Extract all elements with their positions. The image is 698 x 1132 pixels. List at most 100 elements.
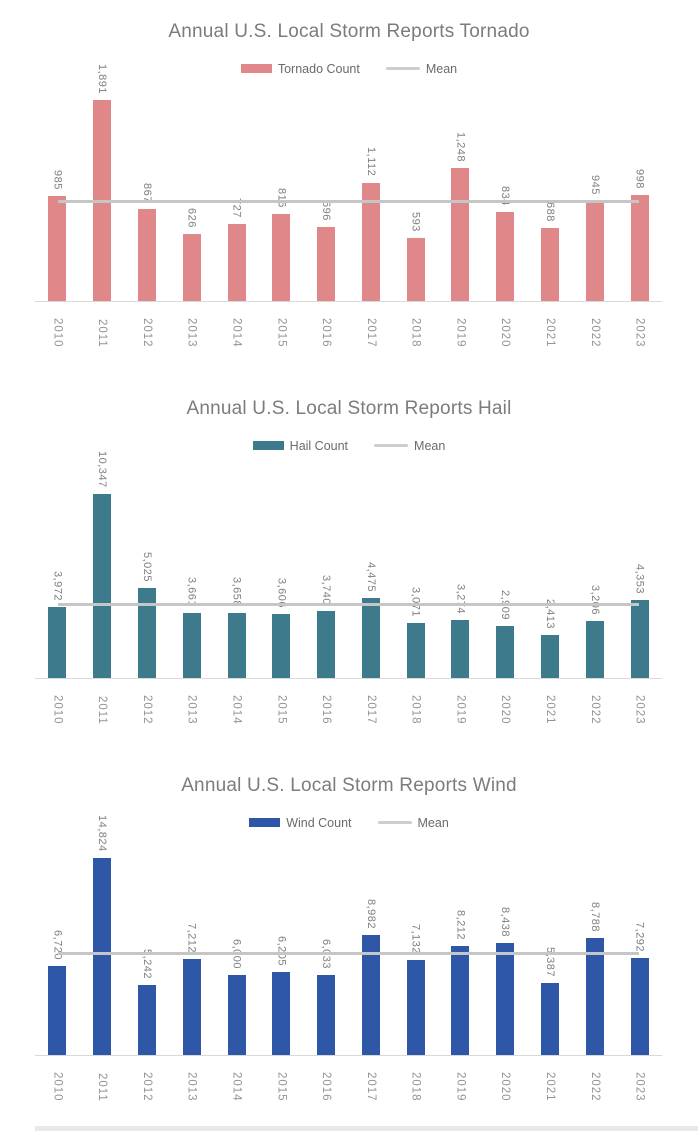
bar-slot-2015: 816 [259, 77, 304, 301]
bar-slot-2014: 3,658 [214, 454, 259, 678]
bar-value-label: 14,824 [96, 815, 109, 852]
bar-slot-2016: 696 [304, 77, 349, 301]
bar-value-label: 6,205 [275, 936, 287, 966]
bar [540, 635, 559, 678]
bar-value-label: 3,972 [51, 571, 64, 602]
x-axis-label: 2014 [230, 318, 243, 348]
bar [182, 959, 201, 1055]
wind-legend-series-item: Wind Count [249, 815, 352, 830]
wind-series-label: Wind Count [286, 815, 352, 830]
bar-value-label: 1,891 [96, 63, 109, 94]
bar-value-label: 3,740 [320, 575, 333, 606]
x-axis-label: 2022 [588, 318, 601, 348]
bar [137, 985, 156, 1055]
x-axis-label: 2018 [409, 1072, 422, 1102]
mean-line-swatch [377, 820, 412, 825]
bar-value-label: 3,661 [185, 576, 198, 607]
bar-slot-2017: 8,982 [348, 831, 393, 1055]
tornado-legend-series-item: Tornado Count [240, 61, 360, 76]
bar-value-label: 1,112 [364, 147, 377, 177]
tornado-legend-mean-item: Mean [385, 61, 458, 76]
tornado-series-label: Tornado Count [277, 61, 360, 76]
bar-slot-2018: 7,132 [393, 831, 438, 1055]
bar-value-label: 5,242 [140, 949, 153, 980]
bar-slot-2011: 1,891 [80, 64, 125, 301]
bar [585, 620, 604, 678]
bar-value-label: 5,025 [140, 552, 153, 583]
bar-slot-2019: 3,274 [438, 454, 483, 678]
bar-slot-2014: 6,000 [214, 831, 259, 1055]
bar [272, 214, 291, 301]
bar-slot-2023: 4,353 [617, 454, 662, 678]
bar-slot-2022: 945 [572, 77, 617, 301]
bar [496, 212, 515, 301]
hail-series-label: Hail Count [289, 438, 349, 453]
bar-slot-2015: 6,205 [259, 831, 304, 1055]
bar-slot-2010: 985 [35, 77, 80, 301]
x-axis-label: 2015 [275, 318, 288, 348]
x-axis-label: 2019 [454, 695, 467, 725]
wind-chart-title: Annual U.S. Local Storm Reports Wind [181, 775, 517, 796]
bar [630, 957, 649, 1055]
bar [496, 626, 515, 678]
x-axis-label: 2011 [96, 695, 109, 725]
bar [272, 972, 291, 1055]
bar [48, 196, 67, 301]
x-axis-label: 2013 [185, 695, 198, 725]
bar-slot-2013: 7,212 [169, 831, 214, 1055]
bar-slot-2013: 626 [169, 77, 214, 301]
bar-slot-2018: 593 [393, 77, 438, 301]
bar-value-label: 8,212 [454, 909, 467, 940]
x-axis-label: 2010 [51, 318, 64, 348]
bar-slot-2023: 7,292 [617, 831, 662, 1055]
bar [182, 612, 201, 678]
bar [227, 223, 246, 301]
x-axis-label: 2020 [499, 695, 512, 725]
bar [93, 493, 112, 678]
bar-value-label: 3,274 [454, 583, 467, 614]
bar-slot-2019: 8,212 [438, 831, 483, 1055]
bar-value-label: 985 [51, 170, 64, 191]
bar-value-label: 688 [543, 201, 556, 222]
mean-label: Mean [425, 61, 458, 76]
hail-legend-mean-item: Mean [374, 439, 445, 453]
hail-chart-title: Annual U.S. Local Storm Reports Hail [186, 398, 512, 419]
bar-slot-2017: 4,475 [348, 454, 393, 678]
bar [406, 237, 425, 301]
bar [93, 857, 112, 1055]
bar-slot-2017: 1,112 [348, 77, 393, 301]
x-axis-label: 2016 [320, 1072, 333, 1102]
x-axis-label: 2023 [633, 1072, 646, 1102]
hail-mean-line [57, 603, 640, 607]
bar-slot-2020: 834 [483, 77, 528, 301]
bar [585, 200, 604, 301]
bar-value-label: 7,212 [185, 922, 198, 953]
wind-legend-mean-item: Mean [377, 816, 449, 830]
x-axis-label: 2017 [364, 695, 377, 725]
bar [48, 607, 67, 678]
x-axis-label: 2017 [364, 1072, 377, 1102]
bar-slot-2022: 3,206 [572, 454, 617, 678]
bar [48, 965, 67, 1055]
x-axis-label: 2011 [96, 1072, 109, 1102]
x-axis-label: 2010 [51, 1072, 64, 1102]
bar-value-label: 4,353 [633, 564, 646, 595]
tornado-x-axis-labels: 2010 2011 2012 2013 2014 2015 2016 2017 2018 2019… [35, 302, 662, 357]
bar-slot-2012: 5,242 [125, 831, 170, 1055]
x-axis-label: 2016 [320, 318, 333, 348]
hail-legend: Hail Count Mean [0, 437, 698, 454]
tornado-legend: Tornado Count Mean [0, 60, 698, 77]
bar-slot-2010: 3,972 [35, 454, 80, 678]
x-axis-label: 2014 [230, 695, 243, 725]
bar-slot-2011: 10,347 [80, 451, 125, 678]
x-axis-label: 2015 [275, 1072, 288, 1102]
bar [137, 208, 156, 301]
bar-slot-2016: 3,740 [304, 454, 349, 678]
bar [227, 612, 246, 678]
bar-value-label: 867 [140, 182, 153, 203]
bar [496, 942, 515, 1055]
bar-value-label: 626 [185, 208, 198, 229]
x-axis-label: 2019 [454, 1072, 467, 1102]
x-axis-label: 2013 [185, 1072, 198, 1102]
